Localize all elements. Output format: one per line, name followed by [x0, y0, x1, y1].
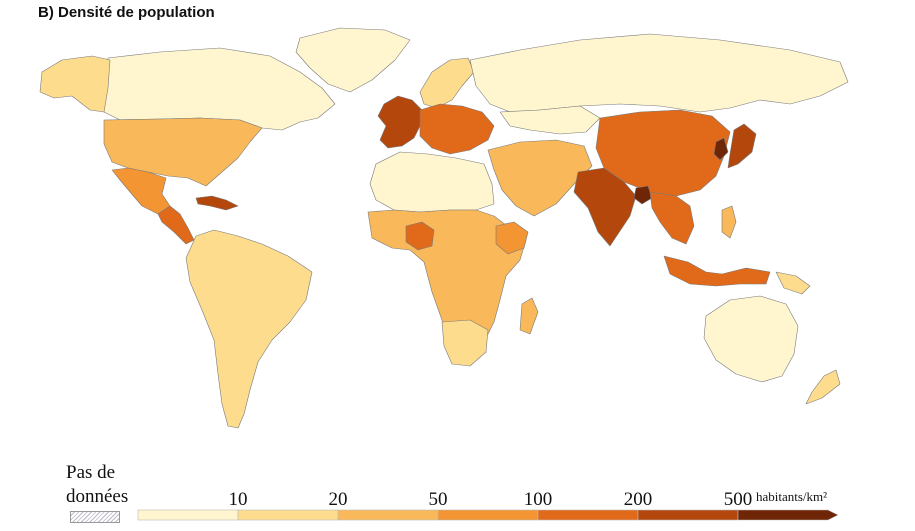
region-europe-central: [419, 103, 495, 155]
region-middle-east: [487, 139, 593, 217]
legend-swatch: [137, 509, 239, 521]
region-central-america: [157, 205, 195, 245]
region-philippines: [721, 205, 737, 239]
legend-swatch: [237, 509, 339, 521]
legend-tick-label: 20: [329, 489, 348, 510]
region-scandinavia: [419, 57, 475, 109]
region-southeast-asia: [649, 191, 695, 245]
region-sub-saharan-africa: [367, 209, 527, 355]
region-japan: [727, 123, 757, 169]
region-madagascar: [519, 297, 539, 335]
no-data-label: données: [66, 486, 129, 507]
region-southern-africa: [441, 319, 489, 367]
map-title: B) Densité de population: [38, 4, 215, 21]
legend-swatch: [737, 509, 839, 521]
region-caribbean: [195, 195, 239, 211]
region-india: [573, 167, 637, 247]
region-alaska: [39, 55, 111, 113]
region-south-america: [185, 229, 313, 429]
no-data-swatch: [70, 511, 120, 523]
no-data-label: Pas de: [66, 462, 116, 483]
legend-tick-label: 10: [229, 489, 248, 510]
region-united-states: [103, 117, 263, 187]
world-map: [39, 27, 849, 429]
region-indonesia: [663, 255, 771, 287]
legend-unit-label: habitants/km²: [756, 489, 827, 504]
region-korea: [713, 137, 729, 161]
legend-tick-label: 200: [624, 489, 653, 510]
region-new-zealand: [805, 369, 841, 405]
region-kazakhstan: [499, 105, 601, 135]
region-nigeria: [405, 221, 435, 251]
legend-swatch: [437, 509, 539, 521]
color-legend: 10 20 50 100 200 500 habitants/km²: [137, 489, 839, 521]
legend-tick-label: 500: [724, 489, 753, 510]
legend-swatch: [337, 509, 439, 521]
region-europe-west: [377, 95, 423, 149]
legend-tick-label: 100: [524, 489, 553, 510]
region-ethiopia: [495, 221, 529, 255]
legend-swatch: [637, 509, 739, 521]
legend-tick-label: 50: [429, 489, 448, 510]
region-canada: [103, 47, 336, 131]
region-australia: [703, 295, 799, 383]
legend-swatch: [537, 509, 639, 521]
region-north-africa: [369, 151, 495, 213]
region-greenland: [295, 27, 411, 93]
region-papua-new-guinea: [775, 271, 811, 295]
region-russia: [469, 33, 849, 113]
region-bangladesh: [633, 185, 653, 205]
